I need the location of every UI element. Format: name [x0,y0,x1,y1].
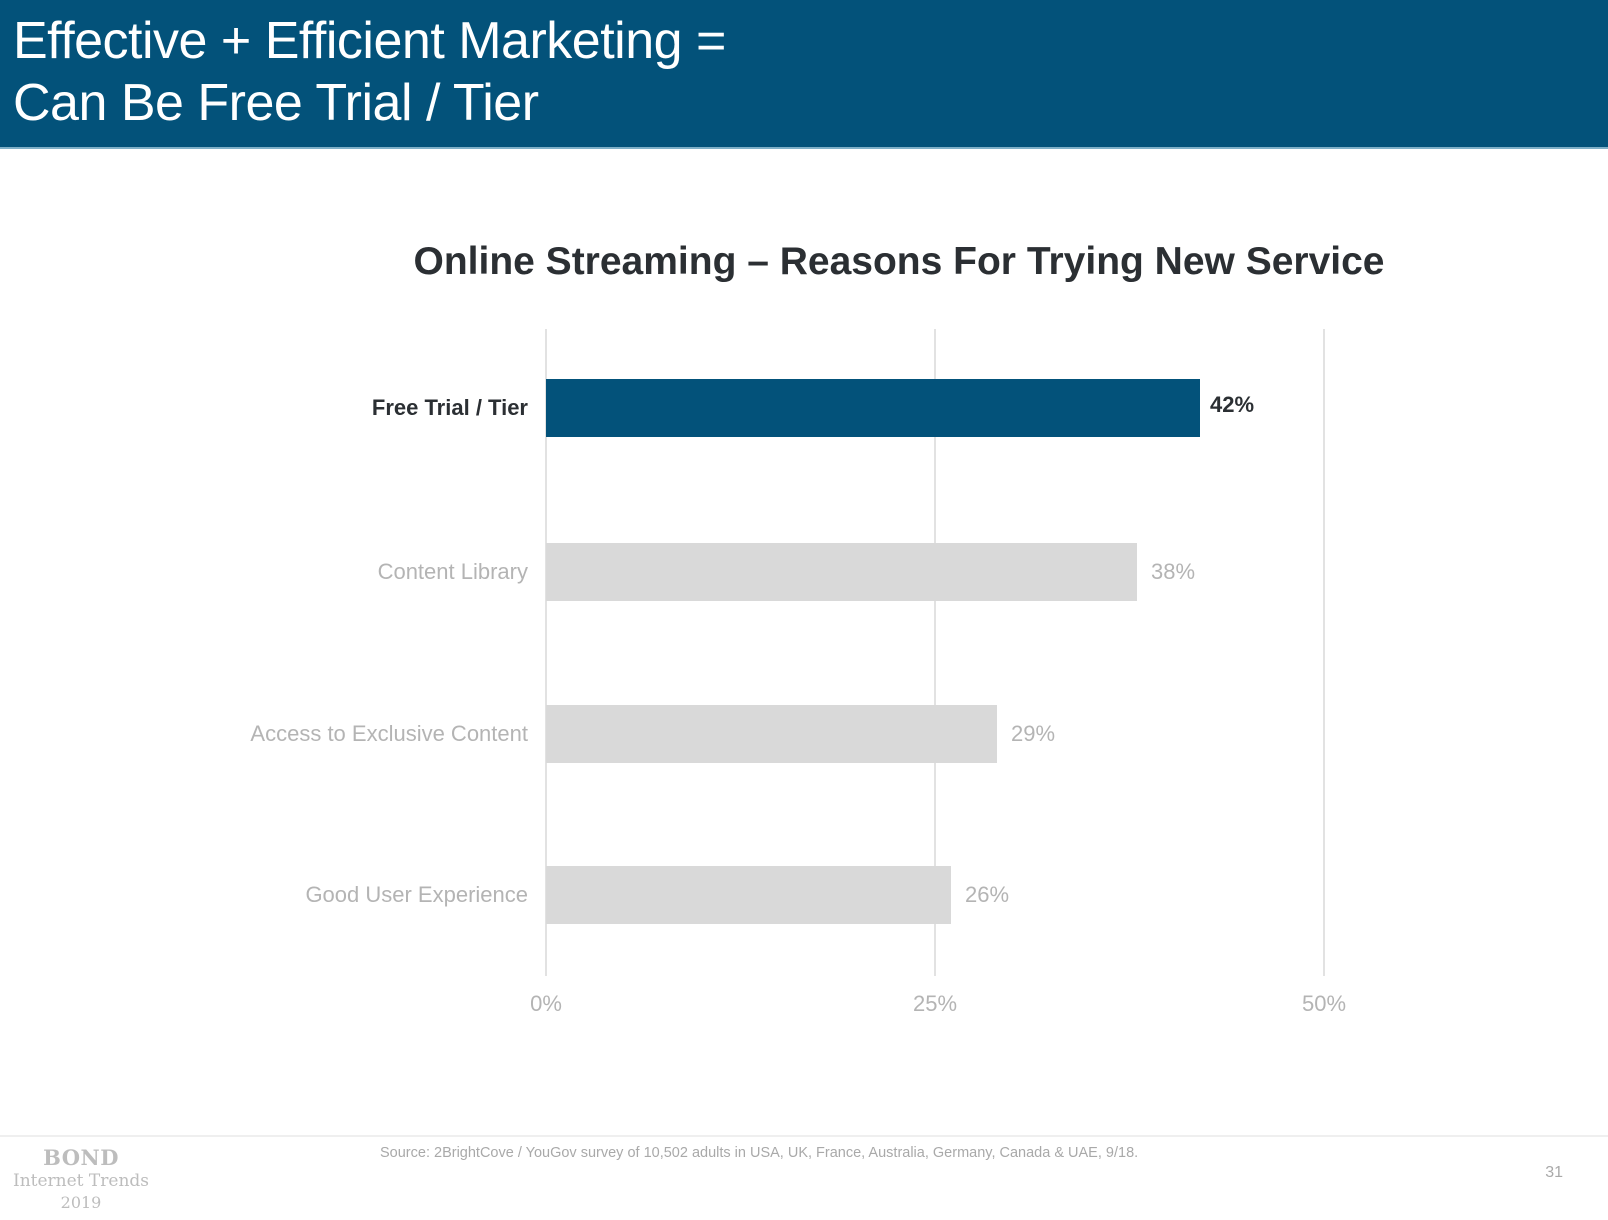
bond-logo: BOND Internet Trends 2019 [0,1146,162,1214]
gridline-50 [1323,329,1325,976]
value-label: 42% [1210,392,1255,417]
bar [546,543,1137,601]
category-label: Good User Experience [305,882,528,907]
value-label: 29% [1011,721,1056,746]
bar-chart: 0% 25% 50% Free Trial / Tier 42% Content L… [250,329,1347,1016]
bar [546,866,951,924]
footer-divider [0,1135,1608,1137]
logo-line-3: 2019 [60,1193,102,1212]
bar [546,379,1200,437]
slide-title-line-1: Effective + Efficient Marketing = [13,12,726,70]
value-label: 26% [965,882,1010,907]
slide-title: Effective + Efficient Marketing = Can Be… [13,10,726,134]
gridline-0 [545,329,547,976]
x-tick-label: 25% [912,991,958,1016]
page-number: 31 [1545,1164,1563,1181]
source-note: Source: 2BrightCove / YouGov survey of 1… [380,1145,1139,1161]
category-label: Access to Exclusive Content [250,721,528,746]
slide-header: Effective + Efficient Marketing = Can Be… [0,0,1608,149]
category-label: Free Trial / Tier [371,395,528,420]
value-label: 38% [1151,559,1196,584]
bar [546,705,997,763]
logo-line-2: Internet Trends [12,1171,149,1191]
logo-line-1: BOND [43,1145,119,1170]
chart-title: Online Streaming – Reasons For Trying Ne… [413,240,1385,283]
x-tick-label: 0% [530,991,562,1016]
category-label: Content Library [377,559,528,584]
x-tick-label: 50% [1301,991,1347,1016]
gridline-25 [934,329,936,976]
slide-title-line-2: Can Be Free Trial / Tier [13,74,539,132]
